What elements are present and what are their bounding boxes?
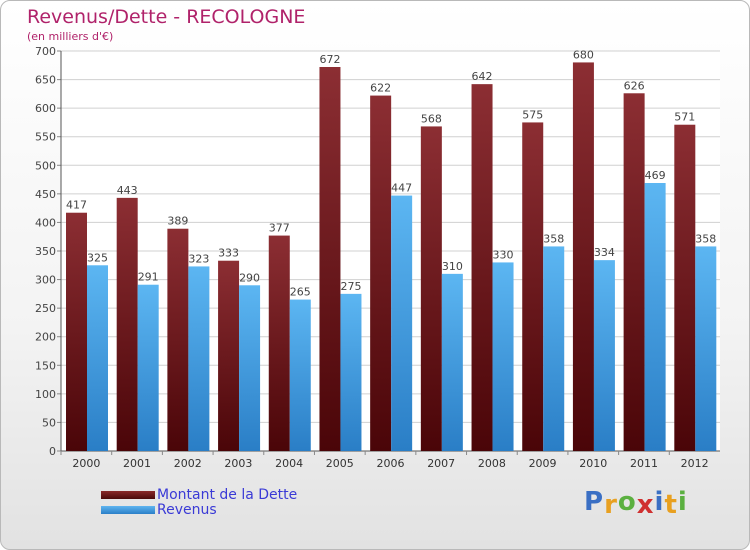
debt-bar — [674, 124, 696, 451]
y-tick-label: 300 — [35, 274, 56, 287]
debt-value-label: 417 — [66, 199, 87, 212]
revenue-bar — [289, 299, 311, 451]
logo-letter: i — [677, 487, 688, 517]
revenue-value-label: 358 — [543, 232, 564, 245]
revenue-bar — [543, 246, 565, 451]
debt-value-label: 626 — [624, 79, 645, 92]
debt-bar — [370, 95, 392, 452]
y-tick-label: 250 — [35, 302, 56, 315]
revenue-value-label: 469 — [645, 169, 666, 182]
debt-bar — [116, 197, 138, 451]
debt-bar — [268, 235, 290, 451]
revenue-value-label: 447 — [391, 182, 412, 195]
revenue-bar — [340, 293, 362, 451]
revenue-value-label: 325 — [87, 251, 108, 264]
legend-swatch-debt — [101, 491, 155, 499]
debt-bar — [420, 126, 442, 451]
revenue-value-label: 290 — [239, 271, 260, 284]
y-tick-label: 150 — [35, 359, 56, 372]
logo-letter: o — [617, 487, 637, 517]
logo-letter: i — [654, 487, 665, 517]
revenue-bar — [137, 284, 159, 451]
debt-value-label: 389 — [167, 215, 188, 228]
debt-bar — [319, 67, 341, 451]
x-tick-label: 2004 — [275, 457, 303, 470]
y-tick-label: 0 — [49, 445, 56, 458]
debt-value-label: 642 — [472, 70, 493, 83]
debt-value-label: 622 — [370, 82, 391, 95]
x-tick-label: 2010 — [579, 457, 607, 470]
y-tick-label: 350 — [35, 245, 56, 258]
proxiti-logo: Proxiti — [584, 487, 688, 520]
debt-bar — [66, 212, 87, 451]
revenue-bar — [188, 266, 210, 451]
x-tick-label: 2003 — [224, 457, 252, 470]
revenue-value-label: 265 — [290, 286, 311, 299]
y-tick-label: 400 — [35, 216, 56, 229]
debt-value-label: 333 — [218, 247, 239, 260]
y-tick-label: 450 — [35, 188, 56, 201]
debt-bar — [167, 228, 189, 451]
revenue-bar — [695, 246, 717, 451]
revenue-bar — [391, 195, 413, 451]
revenue-bar — [644, 183, 666, 451]
revenue-value-label: 275 — [340, 280, 361, 293]
y-tick-label: 100 — [35, 388, 56, 401]
y-tick-label: 650 — [35, 74, 56, 87]
x-tick-label: 2002 — [174, 457, 202, 470]
revenue-value-label: 358 — [695, 232, 716, 245]
revenue-value-label: 323 — [188, 252, 209, 265]
debt-bar — [623, 93, 645, 452]
x-tick-label: 2011 — [630, 457, 658, 470]
chart-subtitle: (en milliers d'€) — [27, 30, 114, 43]
revenue-bar — [87, 265, 108, 451]
legend-label-revenue: Revenus — [157, 502, 217, 518]
revenue-bar — [593, 260, 615, 451]
y-tick-label: 600 — [35, 102, 56, 115]
revenue-value-label: 291 — [138, 271, 159, 284]
debt-bar — [471, 84, 493, 452]
legend-label-debt: Montant de la Dette — [157, 487, 298, 503]
revenue-bar — [441, 273, 463, 451]
logo-letter: r — [604, 490, 618, 520]
debt-value-label: 680 — [573, 48, 594, 61]
debt-value-label: 377 — [269, 222, 290, 235]
x-tick-label: 2009 — [529, 457, 557, 470]
y-tick-label: 500 — [35, 159, 56, 172]
debt-value-label: 575 — [522, 108, 543, 121]
debt-bar — [572, 62, 594, 452]
x-tick-label: 2005 — [326, 457, 354, 470]
logo-letter: x — [636, 490, 655, 520]
x-tick-label: 2006 — [377, 457, 405, 470]
legend-swatch-revenue — [101, 506, 155, 514]
y-tick-label: 700 — [35, 45, 56, 58]
debt-value-label: 443 — [117, 184, 138, 197]
y-tick-label: 50 — [42, 416, 56, 429]
y-tick-label: 550 — [35, 131, 56, 144]
chart-title: Revenus/Dette - RECOLOGNE — [27, 6, 306, 28]
revenue-value-label: 330 — [493, 248, 514, 261]
debt-bar — [218, 260, 240, 451]
x-tick-label: 2000 — [72, 457, 100, 470]
x-tick-label: 2001 — [123, 457, 151, 470]
debt-value-label: 568 — [421, 112, 442, 125]
x-tick-label: 2008 — [478, 457, 506, 470]
debt-value-label: 571 — [674, 111, 695, 124]
debt-value-label: 672 — [319, 53, 340, 66]
y-tick-label: 200 — [35, 331, 56, 344]
revenue-bar — [492, 262, 514, 451]
revenue-bar — [239, 285, 261, 451]
logo-letter: P — [584, 487, 605, 517]
revenue-value-label: 310 — [442, 260, 463, 273]
revenue-value-label: 334 — [594, 246, 615, 259]
debt-bar — [522, 122, 544, 451]
logo-letter: t — [664, 490, 678, 520]
x-tick-label: 2012 — [681, 457, 709, 470]
x-tick-label: 2007 — [427, 457, 455, 470]
